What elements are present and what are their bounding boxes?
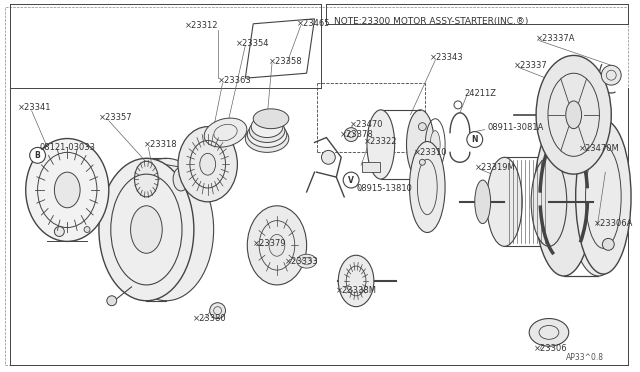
Ellipse shape: [54, 172, 80, 208]
Text: ×23337A: ×23337A: [536, 34, 575, 43]
Text: ×23378: ×23378: [340, 130, 374, 139]
Ellipse shape: [204, 118, 247, 147]
Circle shape: [84, 227, 90, 232]
Text: ×23312: ×23312: [185, 21, 218, 30]
Circle shape: [321, 150, 335, 164]
Text: B: B: [35, 151, 40, 160]
Circle shape: [29, 147, 45, 163]
Circle shape: [107, 296, 116, 306]
Ellipse shape: [253, 109, 289, 129]
Ellipse shape: [245, 125, 289, 153]
Ellipse shape: [430, 131, 440, 158]
Text: ×23380: ×23380: [193, 314, 227, 323]
Bar: [362, 162, 380, 172]
Ellipse shape: [475, 180, 491, 224]
Ellipse shape: [531, 157, 567, 246]
Circle shape: [602, 238, 614, 250]
Text: 08915-13810: 08915-13810: [356, 185, 412, 193]
Text: ×23319M: ×23319M: [475, 163, 515, 172]
Text: 24211Z: 24211Z: [465, 89, 497, 97]
Text: ×23354: ×23354: [236, 39, 269, 48]
Text: ×23470: ×23470: [350, 120, 383, 129]
Circle shape: [467, 132, 483, 147]
Ellipse shape: [26, 138, 109, 241]
Text: N: N: [472, 135, 478, 144]
Ellipse shape: [569, 118, 628, 276]
Text: ×23358: ×23358: [269, 57, 303, 66]
Circle shape: [344, 128, 358, 141]
Circle shape: [602, 65, 621, 85]
Text: ×23333: ×23333: [285, 257, 319, 266]
Ellipse shape: [406, 110, 434, 179]
Ellipse shape: [534, 118, 593, 276]
Text: ×23379: ×23379: [253, 239, 287, 248]
Ellipse shape: [134, 161, 158, 197]
Ellipse shape: [486, 157, 522, 246]
Ellipse shape: [575, 120, 631, 274]
Ellipse shape: [247, 122, 287, 147]
Ellipse shape: [536, 55, 611, 174]
Ellipse shape: [247, 206, 307, 285]
Text: ×23341: ×23341: [18, 103, 51, 112]
Ellipse shape: [269, 234, 285, 256]
Circle shape: [419, 123, 426, 131]
Text: NOTE:23300 MOTOR ASSY-STARTER(INC.®): NOTE:23300 MOTOR ASSY-STARTER(INC.®): [334, 17, 529, 26]
Text: ×23343: ×23343: [430, 53, 464, 62]
Ellipse shape: [297, 254, 317, 268]
Text: ×23318: ×23318: [143, 140, 177, 149]
Ellipse shape: [339, 255, 374, 307]
Text: 08121-03033: 08121-03033: [40, 143, 95, 152]
Text: ×23337: ×23337: [515, 61, 548, 70]
Ellipse shape: [566, 101, 582, 129]
Text: ×23338M: ×23338M: [336, 286, 378, 295]
Text: ×23306: ×23306: [534, 344, 568, 353]
Text: ×23306A: ×23306A: [593, 219, 633, 228]
Text: AP33^0.8: AP33^0.8: [566, 353, 604, 362]
Ellipse shape: [249, 119, 285, 142]
Text: ×23470M: ×23470M: [579, 144, 620, 153]
Ellipse shape: [252, 116, 283, 138]
Ellipse shape: [178, 126, 237, 202]
Text: V: V: [348, 176, 354, 185]
Circle shape: [54, 227, 64, 237]
Ellipse shape: [529, 318, 569, 346]
Ellipse shape: [200, 153, 216, 175]
Ellipse shape: [131, 206, 162, 253]
Text: ×23310: ×23310: [413, 148, 447, 157]
Ellipse shape: [99, 158, 194, 301]
Text: ×23322: ×23322: [364, 137, 397, 146]
Circle shape: [343, 172, 359, 188]
Ellipse shape: [367, 110, 395, 179]
Ellipse shape: [118, 158, 214, 301]
Text: 08911-3081A: 08911-3081A: [488, 123, 544, 132]
Ellipse shape: [173, 167, 189, 191]
Ellipse shape: [410, 141, 445, 232]
Text: ×23357: ×23357: [99, 113, 132, 122]
Circle shape: [210, 303, 225, 318]
Text: ×23363: ×23363: [218, 76, 252, 85]
Text: ×23465: ×23465: [297, 19, 330, 28]
Circle shape: [419, 159, 426, 165]
